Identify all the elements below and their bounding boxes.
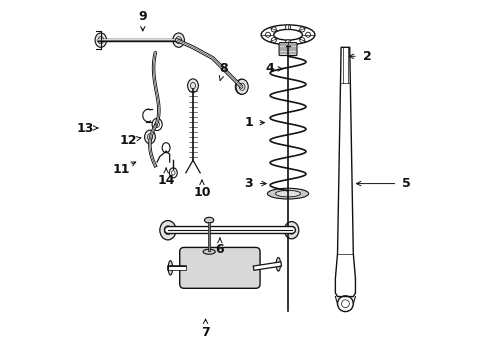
Ellipse shape	[285, 222, 299, 239]
Circle shape	[306, 32, 311, 37]
Ellipse shape	[145, 130, 155, 144]
Ellipse shape	[188, 79, 198, 93]
Circle shape	[286, 40, 291, 45]
FancyBboxPatch shape	[180, 247, 260, 288]
Circle shape	[271, 27, 276, 32]
Ellipse shape	[268, 188, 309, 199]
Ellipse shape	[276, 257, 280, 271]
FancyBboxPatch shape	[279, 42, 297, 55]
Ellipse shape	[173, 33, 184, 47]
Text: 7: 7	[201, 326, 210, 339]
Text: 2: 2	[363, 50, 371, 63]
Circle shape	[300, 37, 305, 42]
Ellipse shape	[235, 79, 247, 94]
Text: 10: 10	[193, 186, 211, 199]
Ellipse shape	[168, 261, 172, 275]
Text: 4: 4	[266, 62, 274, 75]
Text: 8: 8	[219, 62, 228, 75]
Text: 5: 5	[402, 177, 411, 190]
Circle shape	[300, 27, 305, 32]
Ellipse shape	[236, 79, 248, 94]
Ellipse shape	[204, 217, 214, 223]
Text: 11: 11	[113, 163, 130, 176]
Text: 1: 1	[244, 116, 253, 129]
Ellipse shape	[203, 249, 215, 254]
Circle shape	[286, 25, 291, 30]
Ellipse shape	[275, 190, 300, 197]
Text: 12: 12	[120, 134, 137, 147]
Text: 6: 6	[216, 243, 224, 256]
Text: 13: 13	[77, 122, 94, 135]
Circle shape	[266, 32, 270, 37]
Ellipse shape	[95, 33, 107, 47]
Circle shape	[271, 37, 276, 42]
Text: 14: 14	[157, 174, 175, 186]
Text: 9: 9	[139, 10, 147, 23]
Ellipse shape	[160, 221, 176, 240]
Text: 3: 3	[245, 177, 253, 190]
